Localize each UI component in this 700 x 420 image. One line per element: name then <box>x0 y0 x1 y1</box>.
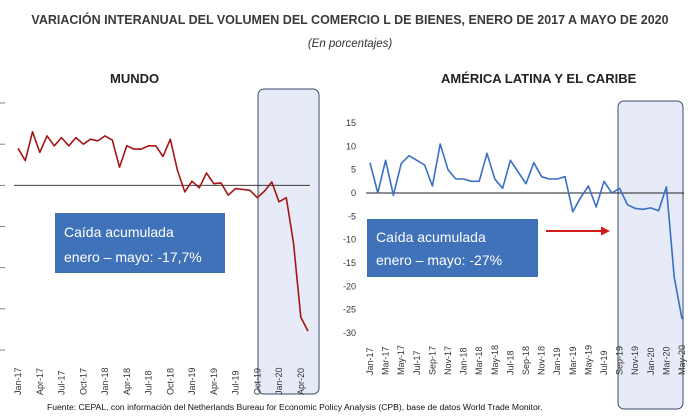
y-tick-label: 0 <box>351 188 356 198</box>
x-tick-label: Nov-17 <box>443 346 453 375</box>
x-tick-label: Jan-19 <box>187 367 197 395</box>
x-tick-label: May-17 <box>396 345 406 375</box>
y-tick-label: 5 <box>351 165 356 175</box>
x-tick-label: Sep-17 <box>427 346 437 375</box>
x-tick-label: Oct-18 <box>165 368 175 395</box>
x-tick-label: Jul-17 <box>57 370 67 395</box>
annotation-box <box>367 219 538 277</box>
x-tick-label: Mar-19 <box>568 346 578 375</box>
x-tick-label: Mar-18 <box>474 346 484 375</box>
panel-title-mundo: MUNDO <box>110 71 160 86</box>
y-tick-label: 10 <box>346 141 356 151</box>
y-tick-label: -15 <box>343 258 356 268</box>
annotation-line-1: Caída acumulada <box>64 224 174 240</box>
x-tick-label: May-19 <box>583 345 593 375</box>
annotation-line-2: enero – mayo: -27% <box>376 252 502 268</box>
x-tick-label: Jul-19 <box>231 370 241 395</box>
highlight-box <box>617 100 684 410</box>
annotation-line-2: enero – mayo: -17,7% <box>64 249 202 265</box>
x-tick-label: Jul-18 <box>144 370 154 395</box>
x-tick-label: Jan-17 <box>365 347 375 375</box>
x-tick-label: Jan-20 <box>646 347 656 375</box>
chart-title: VARIACIÓN INTERANUAL DEL VOLUMEN DEL COM… <box>31 13 669 27</box>
panel-mundo: Jan-17 Apr-17 Jul-17 Oct-17 Jan-18 Apr-18 Jul-… <box>0 88 320 395</box>
x-tick-label: Jan-20 <box>274 367 284 395</box>
annotation-line-1: Caída acumulada <box>376 229 486 245</box>
y-tick-label: -30 <box>343 328 356 338</box>
panel-alc: 15 10 5 0 -5 -10 -15 -20 -25 -30 Jan-17 Mar-17 May-1… <box>343 100 687 410</box>
x-tick-label: Mar-20 <box>661 346 671 375</box>
x-tick-label: May-18 <box>490 345 500 375</box>
x-tick-label: Jul-17 <box>412 350 422 375</box>
y-tick-label: -10 <box>343 235 356 245</box>
source-note: Fuente: CEPAL, con información del Nethe… <box>47 402 543 412</box>
highlight-box <box>257 88 320 395</box>
x-tick-label: Apr-19 <box>209 368 219 395</box>
x-tick-label: Jan-18 <box>100 367 110 395</box>
series-line <box>17 131 309 332</box>
series-line <box>369 143 683 320</box>
y-tick-label: -5 <box>348 211 356 221</box>
x-tick-label: Oct-17 <box>78 368 88 395</box>
x-tick-label: Apr-17 <box>35 368 45 395</box>
x-tick-label: Sep-19 <box>615 346 625 375</box>
y-tick-label: -25 <box>343 305 356 315</box>
x-tick-label: Nov-18 <box>537 346 547 375</box>
x-tick-label: Jan-19 <box>552 347 562 375</box>
x-tick-label: Jan-17 <box>13 367 23 395</box>
arrow-head <box>601 226 610 236</box>
x-tick-label: Jan-18 <box>459 347 469 375</box>
x-tick-label: Mar-17 <box>381 346 391 375</box>
x-tick-label: Sep-18 <box>521 346 531 375</box>
panel-title-alc: AMÉRICA LATINA Y EL CARIBE <box>441 71 637 86</box>
x-tick-label: Jul-18 <box>505 350 515 375</box>
x-tick-label: May-20 <box>677 345 687 375</box>
y-tick-label: 15 <box>346 118 356 128</box>
x-tick-label: Oct-19 <box>252 368 262 395</box>
x-tick-label: Apr-20 <box>296 368 306 395</box>
x-tick-label: Jul-19 <box>599 350 609 375</box>
x-tick-label: Apr-18 <box>122 368 132 395</box>
annotation-box <box>55 213 225 273</box>
y-tick-label: -20 <box>343 281 356 291</box>
x-tick-label: Nov-19 <box>630 346 640 375</box>
chart-subtitle: (En porcentajes) <box>307 38 393 50</box>
